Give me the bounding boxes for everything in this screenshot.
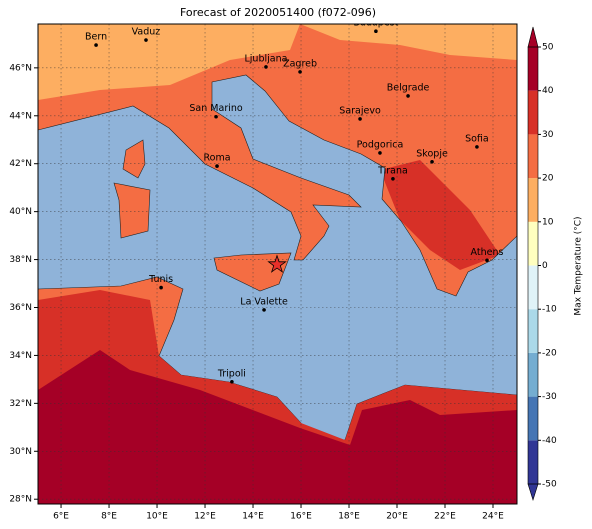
city-dot [485, 258, 489, 263]
colorbar-extend-top [527, 26, 539, 48]
city-dot [406, 94, 410, 98]
colorbar-tick-label: 30 [542, 130, 554, 140]
city-label: Zagreb [283, 58, 317, 69]
colorbar-level [528, 47, 538, 91]
colorbar-level [528, 352, 538, 397]
colorbar-tick-label: 10 [542, 217, 554, 227]
city-label: San Marino [189, 103, 242, 114]
city-label: Sofia [465, 133, 489, 144]
city-label: Bern [85, 32, 107, 43]
city-dot [475, 145, 479, 149]
city-label: Tripoli [217, 368, 246, 379]
city-label: Sarajevo [339, 105, 381, 116]
y-tick-label: 36°N [9, 303, 32, 313]
city-dot [358, 117, 362, 121]
city-label: Budapest [353, 18, 398, 29]
y-tick-label: 34°N [9, 351, 32, 361]
axes: 6°E 8°E 10°E 12°E 14°E 16°E 18°E 20°E 22°E 24°E 28… [9, 63, 504, 521]
colorbar-level [528, 221, 538, 266]
colorbar-tick-label: 40 [542, 86, 554, 96]
city-dot [144, 38, 148, 42]
city-dot [230, 379, 234, 384]
y-tick-label: 44°N [9, 111, 32, 121]
colorbar-tick-label: -20 [542, 348, 557, 358]
city-label: Podgorica [357, 139, 404, 150]
city-dot [374, 29, 378, 33]
x-tick-label: 12°E [194, 512, 216, 522]
colorbar-level [528, 396, 538, 441]
colorbar-level [528, 309, 538, 353]
grid [38, 24, 517, 504]
x-tick-label: 20°E [386, 512, 408, 522]
city-label: Tirana [377, 165, 408, 176]
city-dot [378, 151, 382, 155]
colorbar-label: Max Temperature (°C) [574, 216, 584, 315]
city-dot [391, 177, 395, 181]
city-dot [159, 285, 163, 290]
x-tick-label: 22°E [434, 512, 456, 522]
x-tick-label: 10°E [146, 512, 168, 522]
city-label: Skopje [416, 148, 448, 159]
city-dot [94, 43, 98, 47]
colorbar-level [528, 440, 538, 484]
colorbar-tick-label: 20 [542, 174, 554, 184]
colorbar-level [528, 178, 538, 222]
colorbar-tick-label: -30 [542, 392, 557, 402]
city-dot [430, 159, 434, 164]
y-tick-label: 40°N [9, 207, 32, 217]
corsica [122, 139, 146, 179]
event-marker [267, 254, 287, 273]
colorbar-tick-label: -10 [542, 305, 557, 315]
colorbar-tick-label: 50 [542, 43, 554, 53]
colorbar-level [528, 134, 538, 179]
y-tick-label: 46°N [9, 63, 32, 73]
colorbar-tick-label: -40 [542, 436, 557, 446]
city-label: Vaduz [132, 27, 161, 38]
city-dot [262, 308, 266, 312]
y-tick-label: 42°N [9, 159, 32, 169]
colorbar: -50 -40 -30 -20 -10 0 10 20 30 40 50 [527, 26, 557, 502]
city-dot [298, 70, 302, 74]
colorbar-tick-label: -50 [542, 480, 557, 490]
city-label: Athens [471, 247, 504, 258]
x-tick-label: 18°E [338, 512, 360, 522]
x-tick-label: 16°E [290, 512, 312, 522]
colorbar-level [528, 265, 538, 310]
sardinia [113, 182, 151, 239]
title: Forecast of 2020051400 (f072-096) [180, 6, 376, 19]
city-label: La Valette [240, 296, 288, 307]
city-label: Ljubljana [245, 53, 288, 64]
y-tick-label: 28°N [9, 495, 32, 505]
city-label: Belgrade [387, 82, 430, 93]
colorbar-level [528, 90, 538, 135]
balkan-highlands [300, 24, 517, 60]
x-tick-label: 8°E [101, 512, 117, 522]
map-frame [37, 23, 518, 505]
colorbar-tick-label: 0 [542, 261, 548, 271]
x-tick-label: 14°E [242, 512, 264, 522]
x-tick-label: 6°E [53, 512, 69, 522]
balkan-warm-region [380, 160, 500, 270]
city-label: Tunis [148, 274, 173, 285]
city-dot [214, 114, 218, 119]
city-dot [264, 65, 268, 69]
y-tick-label: 32°N [9, 399, 32, 409]
city-dot [215, 164, 219, 168]
x-tick-label: 24°E [482, 512, 504, 522]
alps-region [38, 24, 300, 100]
y-tick-label: 38°N [9, 255, 32, 265]
city-label: Roma [203, 153, 230, 164]
y-tick-label: 30°N [9, 447, 32, 457]
colorbar-extend-bottom [527, 483, 539, 502]
